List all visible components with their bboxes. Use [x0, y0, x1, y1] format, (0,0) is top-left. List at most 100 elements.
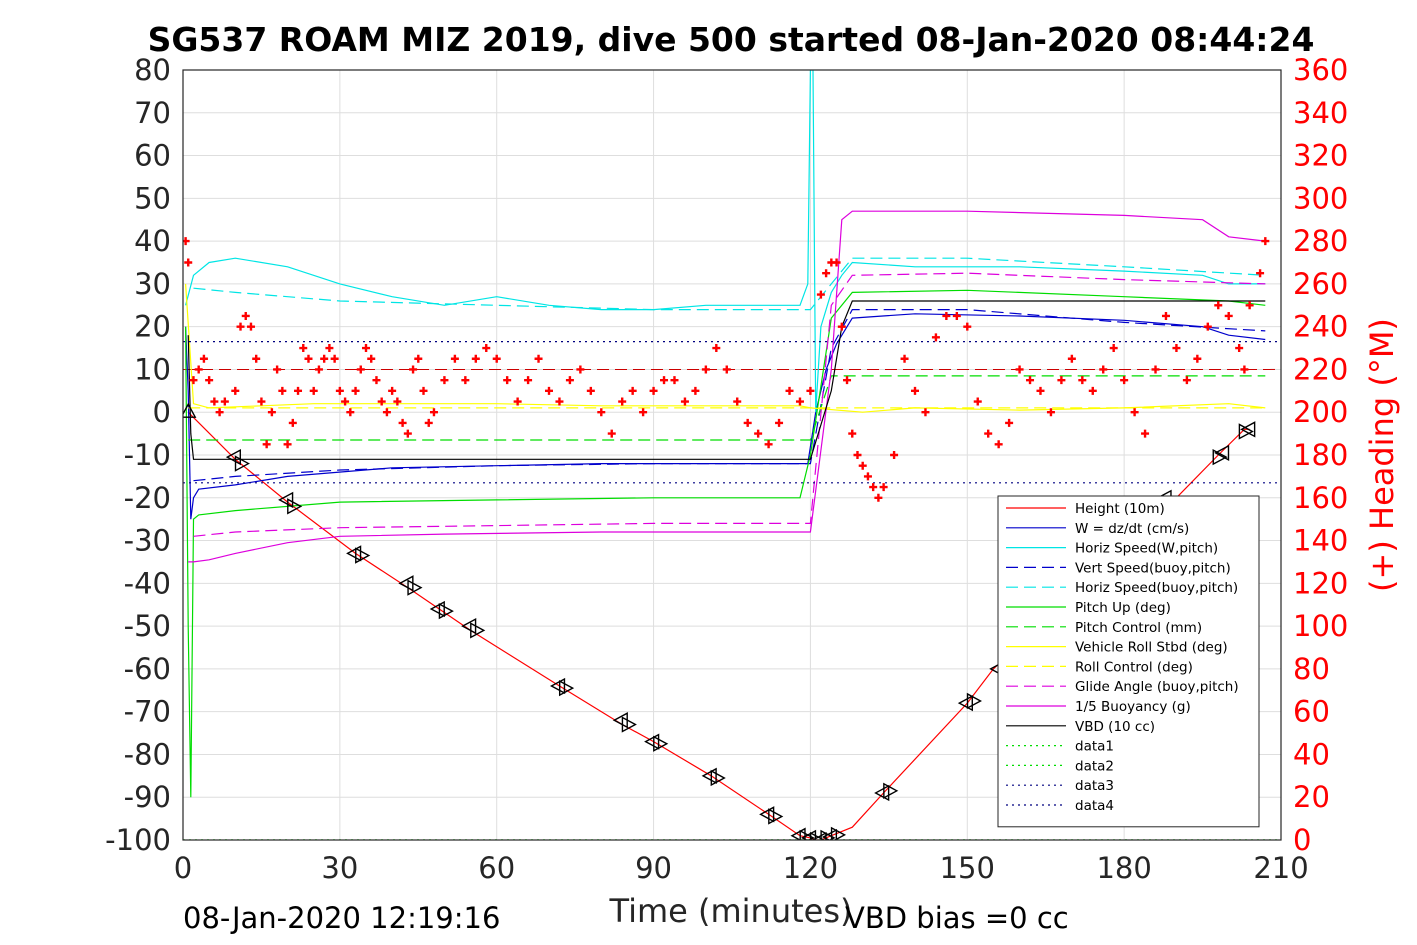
- legend-entry: Vert Speed(buoy,pitch): [1075, 560, 1231, 576]
- position-marker: [183, 402, 197, 418]
- y-right-tick-label: 40: [1293, 737, 1330, 771]
- heading-point: [712, 344, 721, 353]
- legend-entry: data1: [1075, 739, 1114, 755]
- heading-point: [942, 311, 951, 320]
- heading-point: [267, 408, 276, 417]
- heading-point: [524, 376, 533, 385]
- heading-point: [874, 493, 883, 502]
- heading-point: [429, 408, 438, 417]
- y-right-tick-label: 320: [1293, 139, 1348, 173]
- heading-point: [220, 397, 229, 406]
- y-tick-label: -90: [124, 780, 171, 814]
- heading-point: [356, 365, 365, 374]
- series-line-7: [185, 283, 1266, 413]
- y-right-tick-label: 240: [1293, 310, 1348, 344]
- position-marker: [1214, 444, 1230, 462]
- heading-point: [843, 376, 852, 385]
- x-tick-label: 210: [1253, 851, 1308, 885]
- heading-point: [513, 397, 522, 406]
- y-right-tick-label: 80: [1293, 652, 1330, 686]
- y-tick-label: -20: [124, 481, 171, 515]
- position-marker: [470, 622, 486, 639]
- heading-point: [1120, 376, 1129, 385]
- heading-point: [1026, 376, 1035, 385]
- heading-point: [398, 418, 407, 427]
- heading-point: [816, 290, 825, 299]
- plot-frame: [182, 69, 1282, 841]
- heading-point: [288, 418, 297, 427]
- x-tick-label: 30: [321, 851, 358, 885]
- heading-point: [1193, 354, 1202, 363]
- heading-point: [419, 386, 428, 395]
- heading-point: [607, 429, 616, 438]
- heading-point: [984, 429, 993, 438]
- position-marker: [701, 767, 717, 785]
- heading-point: [367, 354, 376, 363]
- y-axis-left: 80 70 60 50 40 30 20 10 0 -10 -20 -30 -40 -50 -60 -70 -8…: [105, 53, 171, 857]
- position-marker: [558, 679, 575, 697]
- legend-box: [997, 495, 1260, 828]
- position-marker: [355, 547, 371, 564]
- timestamp: 08-Jan-2020 12:19:16: [183, 901, 500, 935]
- heading-point: [1151, 365, 1160, 374]
- heading-point: [189, 376, 198, 385]
- heading-point: [299, 344, 308, 353]
- heading-point: [1109, 344, 1118, 353]
- heading-point: [869, 483, 878, 492]
- legend-entry: Roll Control (deg): [1075, 659, 1193, 675]
- heading-point: [503, 376, 512, 385]
- heading-point: [194, 365, 203, 374]
- position-marker: [821, 828, 838, 840]
- position-marker: [225, 448, 241, 466]
- series-line-10: [188, 210, 1266, 563]
- heading-point: [649, 386, 658, 395]
- heading-point: [1224, 311, 1233, 320]
- heading-point: [199, 354, 208, 363]
- heading-point: [246, 322, 255, 331]
- heading-point: [1172, 344, 1181, 353]
- position-marker: [957, 694, 973, 712]
- heading-point: [320, 354, 329, 363]
- y-right-tick-label: 0: [1293, 823, 1311, 857]
- heading-point: [440, 376, 449, 385]
- heading-point: [388, 386, 397, 395]
- heading-point: [1088, 386, 1097, 395]
- heading-point: [806, 386, 815, 395]
- position-marker: [809, 831, 826, 840]
- heading-point: [931, 333, 940, 342]
- heading-point: [1046, 408, 1055, 417]
- legend-entry: Height (10m): [1075, 501, 1165, 517]
- heading-point: [576, 365, 585, 374]
- heading-point: [1256, 269, 1265, 278]
- heading-point: [273, 365, 282, 374]
- heading-point: [325, 344, 334, 353]
- heading-point: [346, 408, 355, 417]
- heading-point: [795, 397, 804, 406]
- position-marker: [346, 545, 362, 562]
- heading-point: [1099, 365, 1108, 374]
- heading-point: [278, 386, 287, 395]
- vbd-bias: VBD bias =0 cc: [845, 901, 1069, 935]
- heading-point: [1245, 301, 1254, 310]
- heading-point: [670, 376, 679, 385]
- heading-point: [628, 386, 637, 395]
- position-marker: [768, 808, 784, 825]
- heading-point: [775, 418, 784, 427]
- heading-point: [252, 354, 261, 363]
- y-tick-label: 0: [153, 395, 171, 429]
- position-marker: [1240, 421, 1256, 438]
- position-marker: [811, 831, 827, 840]
- heading-point: [1161, 311, 1170, 320]
- y-right-tick-label: 300: [1293, 181, 1348, 215]
- x-tick-label: 150: [940, 851, 995, 885]
- heading-point: [863, 472, 872, 481]
- series-line-3: [193, 309, 1266, 482]
- series-line-5: [185, 289, 1266, 798]
- heading-point: [184, 258, 193, 267]
- legend-entry: W = dz/dt (cm/s): [1075, 521, 1189, 537]
- heading-point: [341, 397, 350, 406]
- heading-point: [409, 365, 418, 374]
- heading-point: [565, 376, 574, 385]
- legend-entry: 1/5 Buoyancy (g): [1075, 699, 1191, 715]
